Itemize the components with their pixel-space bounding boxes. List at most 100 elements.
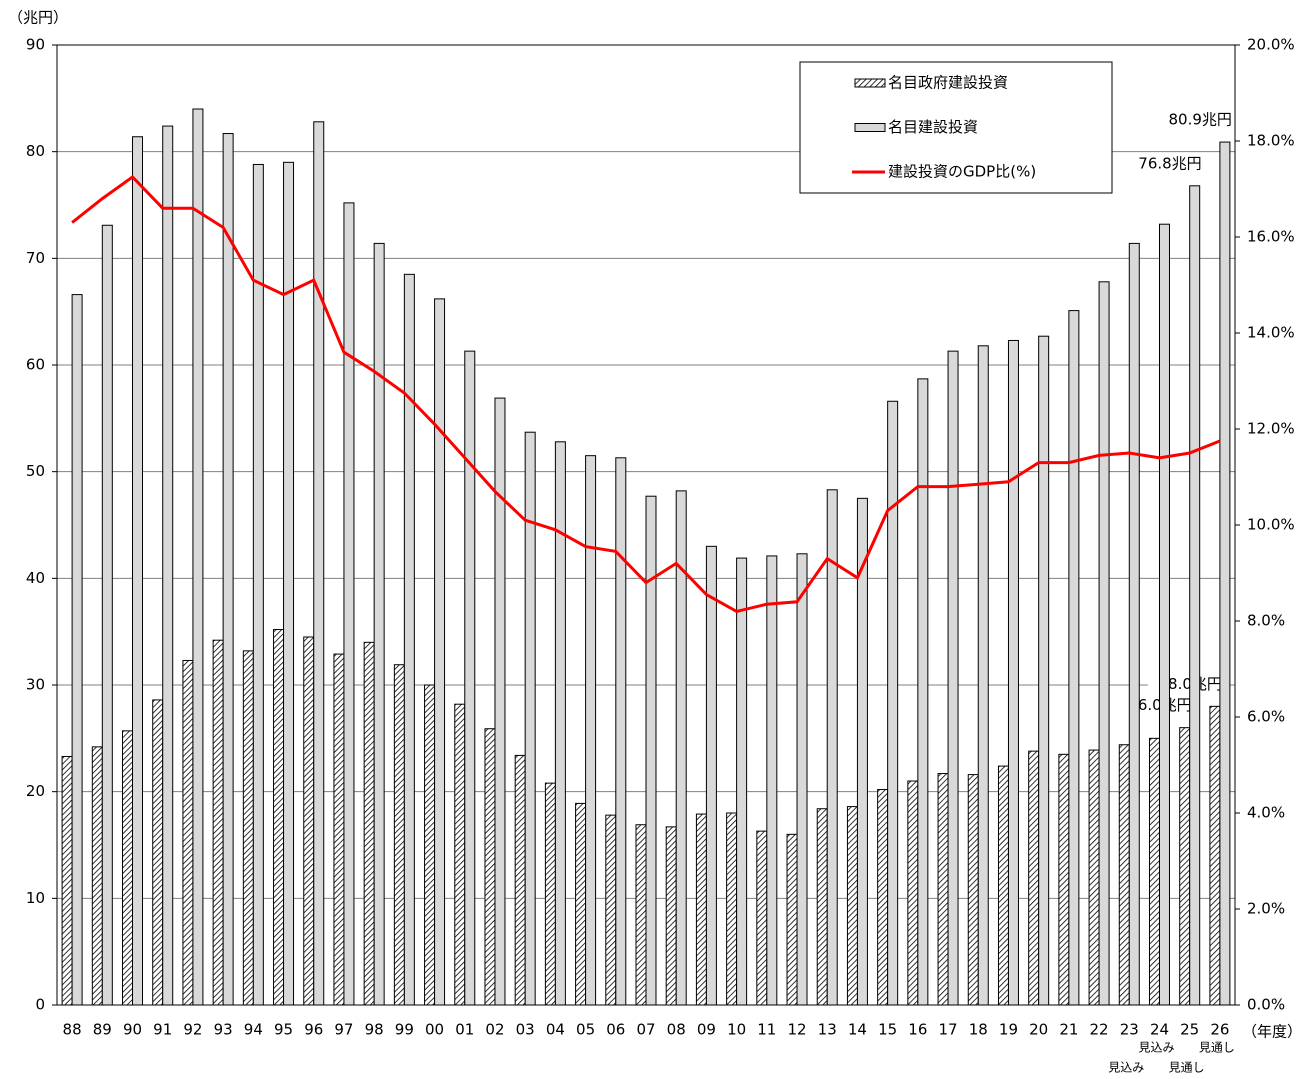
bar [363, 641, 375, 1006]
bar [1028, 750, 1040, 1006]
x-tick-label: 19 [999, 1021, 1018, 1039]
x-tick-label: 08 [667, 1021, 686, 1039]
bar [1158, 223, 1170, 1006]
y-tick-label: 80 [26, 142, 45, 160]
bar [917, 378, 929, 1006]
bar [1068, 310, 1080, 1006]
legend-label: 建設投資のGDP比(%) [888, 163, 1036, 181]
bar [856, 497, 868, 1006]
bar [61, 755, 73, 1006]
bar [877, 789, 889, 1006]
x-tick-label: 89 [93, 1021, 112, 1039]
bar [585, 455, 597, 1006]
x-tick-note: 見通し [1169, 1061, 1205, 1075]
bar [393, 664, 405, 1006]
x-tick-note: 見込み [1138, 1041, 1174, 1055]
value-label: 80.9兆円 [1168, 111, 1231, 129]
bar [464, 350, 476, 1006]
legend-swatch [854, 123, 886, 132]
bar [122, 730, 134, 1006]
x-tick-label: 95 [274, 1021, 293, 1039]
x-axis-label: （年度） [1242, 1023, 1302, 1041]
bar [192, 108, 204, 1006]
y2-tick-label: 0.0% [1247, 996, 1285, 1014]
x-tick-label: 99 [395, 1021, 414, 1039]
bar [826, 489, 838, 1006]
bar [242, 650, 254, 1006]
bar [514, 754, 526, 1006]
bar [554, 441, 566, 1006]
y2-tick-label: 2.0% [1247, 900, 1285, 918]
bar [283, 161, 295, 1006]
legend-label: 名目政府建設投資 [888, 74, 1008, 92]
bar [162, 125, 174, 1006]
bar [756, 830, 768, 1006]
y-tick-label: 20 [26, 782, 45, 800]
line [71, 175, 1221, 613]
bar [997, 765, 1009, 1006]
x-tick-label: 24 [1150, 1021, 1169, 1039]
bar [1128, 242, 1140, 1006]
bar [494, 397, 506, 1006]
y-tick-label: 10 [26, 889, 45, 907]
x-tick-label: 11 [757, 1021, 776, 1039]
bar [132, 136, 144, 1006]
bar [705, 545, 717, 1006]
bar [434, 298, 446, 1006]
x-tick-label: 96 [304, 1021, 323, 1039]
bar [736, 557, 748, 1006]
x-tick-label: 12 [787, 1021, 806, 1039]
y-tick-label: 50 [26, 462, 45, 480]
bar [252, 163, 264, 1006]
bar [977, 345, 989, 1006]
y-tick-label: 60 [26, 356, 45, 374]
bar [575, 802, 587, 1006]
x-tick-label: 02 [485, 1021, 504, 1039]
bar [222, 133, 234, 1006]
bar [615, 457, 627, 1006]
x-tick-label: 93 [214, 1021, 233, 1039]
y-tick-label: 70 [26, 249, 45, 267]
x-tick-label: 13 [818, 1021, 837, 1039]
y2-tick-label: 18.0% [1247, 132, 1295, 150]
bar [303, 636, 315, 1006]
x-tick-label: 94 [244, 1021, 263, 1039]
bar [605, 814, 617, 1006]
y2-tick-label: 6.0% [1247, 708, 1285, 726]
x-tick-label: 90 [123, 1021, 142, 1039]
x-tick-label: 10 [727, 1021, 746, 1039]
bar [333, 653, 345, 1006]
bar [665, 826, 677, 1006]
bar [816, 808, 828, 1006]
x-tick-label: 92 [183, 1021, 202, 1039]
bar [1219, 141, 1231, 1006]
x-tick-label: 88 [63, 1021, 82, 1039]
x-tick-label: 05 [576, 1021, 595, 1039]
x-tick-label: 00 [425, 1021, 444, 1039]
bar [313, 121, 325, 1006]
bar [887, 400, 899, 1006]
bar [635, 824, 647, 1006]
bar [1098, 281, 1110, 1006]
y2-tick-label: 10.0% [1247, 516, 1295, 534]
bar [645, 495, 657, 1006]
y2-tick-label: 16.0% [1247, 228, 1295, 246]
x-tick-label: 20 [1029, 1021, 1048, 1039]
bar [403, 273, 415, 1006]
y-tick-label: 0 [35, 996, 45, 1014]
bar [1189, 185, 1201, 1006]
bar [343, 202, 355, 1006]
x-tick-label: 17 [939, 1021, 958, 1039]
bar [212, 639, 224, 1006]
bar [796, 553, 808, 1006]
x-tick-label: 26 [1210, 1021, 1229, 1039]
x-tick-note: 見通し [1199, 1041, 1235, 1055]
bar [947, 350, 959, 1006]
bar [182, 659, 194, 1006]
bar [1118, 744, 1130, 1006]
bar [424, 684, 436, 1006]
bar [1058, 753, 1070, 1006]
bar [524, 431, 536, 1006]
